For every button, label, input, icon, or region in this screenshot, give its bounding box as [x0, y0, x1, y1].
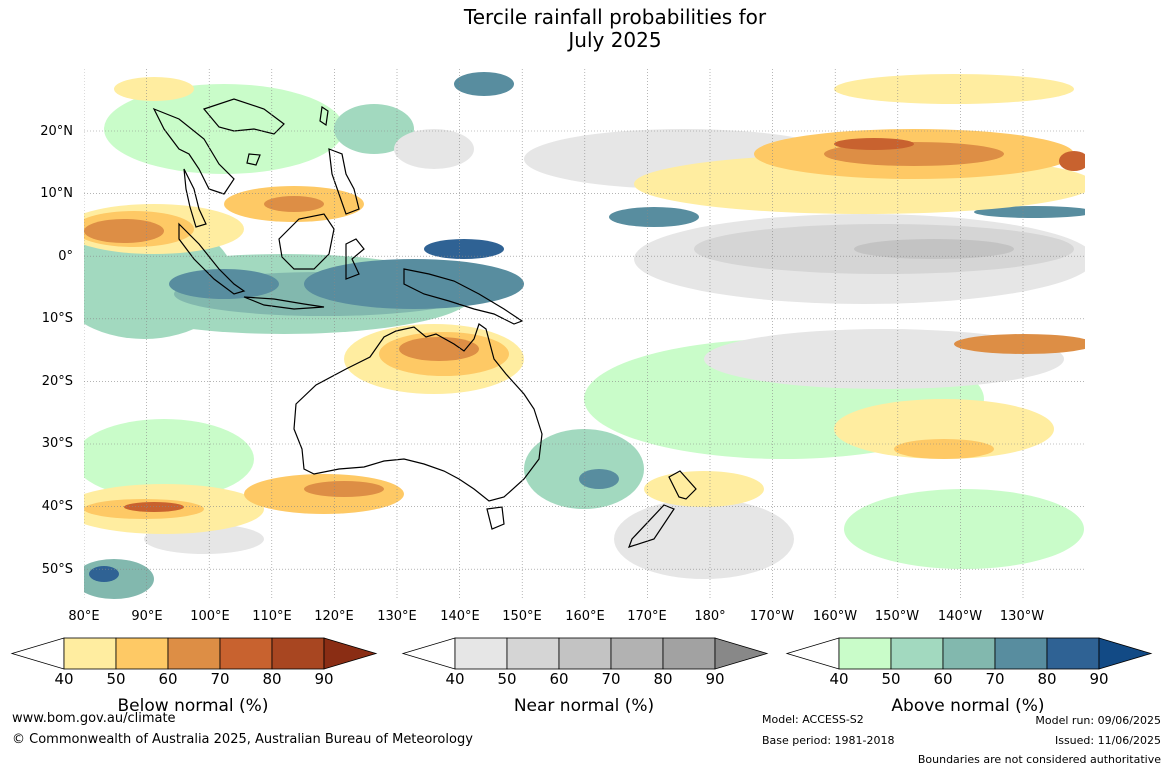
- near-normal-high-arrow: [714, 637, 769, 670]
- below-normal-low-arrow: [10, 637, 65, 670]
- near-normal-shading: [144, 129, 1085, 579]
- hainan: [246, 153, 261, 166]
- near-normal-tick-label: 50: [497, 670, 517, 688]
- lat-label-30s: 30°S: [41, 436, 73, 451]
- below-normal-colorbar: [10, 637, 378, 670]
- above-normal-colorbar: [785, 637, 1153, 670]
- above-normal-high-arrow: [1098, 637, 1153, 670]
- java: [243, 296, 325, 310]
- above-normal-tick-label: 50: [881, 670, 901, 688]
- malay-peninsula: [183, 168, 207, 228]
- lat-label-0: 0°: [58, 249, 73, 264]
- near-normal-tick-label: 70: [601, 670, 621, 688]
- lon-label-180: 180°: [694, 609, 726, 624]
- above-normal-low-arrow: [785, 637, 840, 670]
- taiwan: [319, 105, 329, 127]
- above-normal-tick-label: 40: [829, 670, 849, 688]
- lon-label-90e: 90°E: [131, 609, 163, 624]
- above-normal-tick-label: 90: [1089, 670, 1109, 688]
- footer-base-period: Base period: 1981-2018: [762, 734, 895, 747]
- sulawesi: [345, 238, 365, 280]
- above-normal-swatch-2: [942, 637, 996, 670]
- near-normal-swatch-0: [454, 637, 508, 670]
- footer-issued: Issued: 11/06/2025: [1054, 734, 1161, 747]
- near-normal-low-arrow: [401, 637, 456, 670]
- lat-label-20s: 20°S: [41, 374, 73, 389]
- lon-label-140w: 140°W: [937, 609, 983, 624]
- near-normal-swatch-4: [662, 637, 716, 670]
- borneo: [278, 213, 335, 270]
- lon-label-140e: 140°E: [440, 609, 480, 624]
- near-normal-tick-label: 60: [549, 670, 569, 688]
- lon-label-80e: 80°E: [68, 609, 100, 624]
- probability-map: [84, 69, 1085, 600]
- lon-label-160w: 160°W: [812, 609, 858, 624]
- lon-label-150e: 150°E: [502, 609, 542, 624]
- above-normal-tick-label: 60: [933, 670, 953, 688]
- near-normal-legend-title: Near normal (%): [513, 696, 655, 716]
- above-normal-swatch-1: [890, 637, 944, 670]
- footer-copyright: © Commonwealth of Australia 2025, Austra…: [12, 732, 473, 747]
- above-normal-tick-label: 80: [1037, 670, 1057, 688]
- china-coast: [202, 98, 285, 135]
- indochina: [152, 107, 235, 195]
- above-normal-legend-title: Above normal (%): [891, 696, 1045, 716]
- lon-label-130e: 130°E: [377, 609, 417, 624]
- below-normal-legend-title: Below normal (%): [117, 696, 269, 716]
- near-normal-tick-label: 80: [653, 670, 673, 688]
- above-normal-swatch-0: [838, 637, 892, 670]
- near-normal-colorbar: [401, 637, 769, 670]
- lon-label-100e: 100°E: [190, 609, 230, 624]
- map-title-line2: July 2025: [568, 28, 662, 52]
- below-normal-tick-label: 60: [158, 670, 178, 688]
- below-normal-tick-label: 80: [262, 670, 282, 688]
- below-normal-swatch-4: [271, 637, 325, 670]
- below-normal-swatch-3: [219, 637, 273, 670]
- lat-label-20n: 20°N: [40, 124, 73, 139]
- footer-url: www.bom.gov.au/climate: [12, 711, 176, 726]
- near-normal-tick-label: 90: [705, 670, 725, 688]
- sumatra: [178, 222, 246, 295]
- tasmania: [486, 506, 505, 530]
- australia-landmass: [293, 323, 543, 502]
- map-title-line1: Tercile rainfall probabilities for: [463, 5, 767, 29]
- below-normal-tick-label: 50: [106, 670, 126, 688]
- near-normal-swatch-3: [610, 637, 664, 670]
- near-normal-tick-label: 40: [445, 670, 465, 688]
- lat-label-10n: 10°N: [40, 186, 73, 201]
- lon-label-150w: 150°W: [874, 609, 920, 624]
- lon-label-130w: 130°W: [999, 609, 1045, 624]
- new-zealand: [628, 470, 697, 548]
- lon-label-160e: 160°E: [565, 609, 605, 624]
- below-normal-swatch-1: [115, 637, 169, 670]
- lon-label-110e: 110°E: [252, 609, 292, 624]
- below-normal-high-arrow: [323, 637, 378, 670]
- lon-label-120e: 120°E: [314, 609, 354, 624]
- above-normal-swatch-3: [994, 637, 1048, 670]
- lon-label-170e: 170°E: [627, 609, 667, 624]
- below-normal-tick-label: 90: [314, 670, 334, 688]
- near-normal-swatch-1: [506, 637, 560, 670]
- below-normal-shading: [84, 74, 1085, 534]
- lat-label-10s: 10°S: [41, 311, 73, 326]
- footer-model-run: Model run: 09/06/2025: [1035, 714, 1161, 727]
- below-normal-swatch-0: [63, 637, 117, 670]
- below-normal-swatch-2: [167, 637, 221, 670]
- above-normal-swatch-4: [1046, 637, 1100, 670]
- above-normal-tick-label: 70: [985, 670, 1005, 688]
- below-normal-tick-label: 40: [54, 670, 74, 688]
- graticule: [84, 69, 1085, 600]
- probability-map-svg: [84, 69, 1085, 600]
- new-guinea: [403, 268, 524, 325]
- lat-label-50s: 50°S: [41, 562, 73, 577]
- lon-label-170w: 170°W: [749, 609, 795, 624]
- near-normal-swatch-2: [558, 637, 612, 670]
- footer-model: Model: ACCESS-S2: [762, 713, 864, 726]
- footer-disclaimer: Boundaries are not considered authoritat…: [917, 753, 1161, 766]
- lat-label-40s: 40°S: [41, 499, 73, 514]
- below-normal-tick-label: 70: [210, 670, 230, 688]
